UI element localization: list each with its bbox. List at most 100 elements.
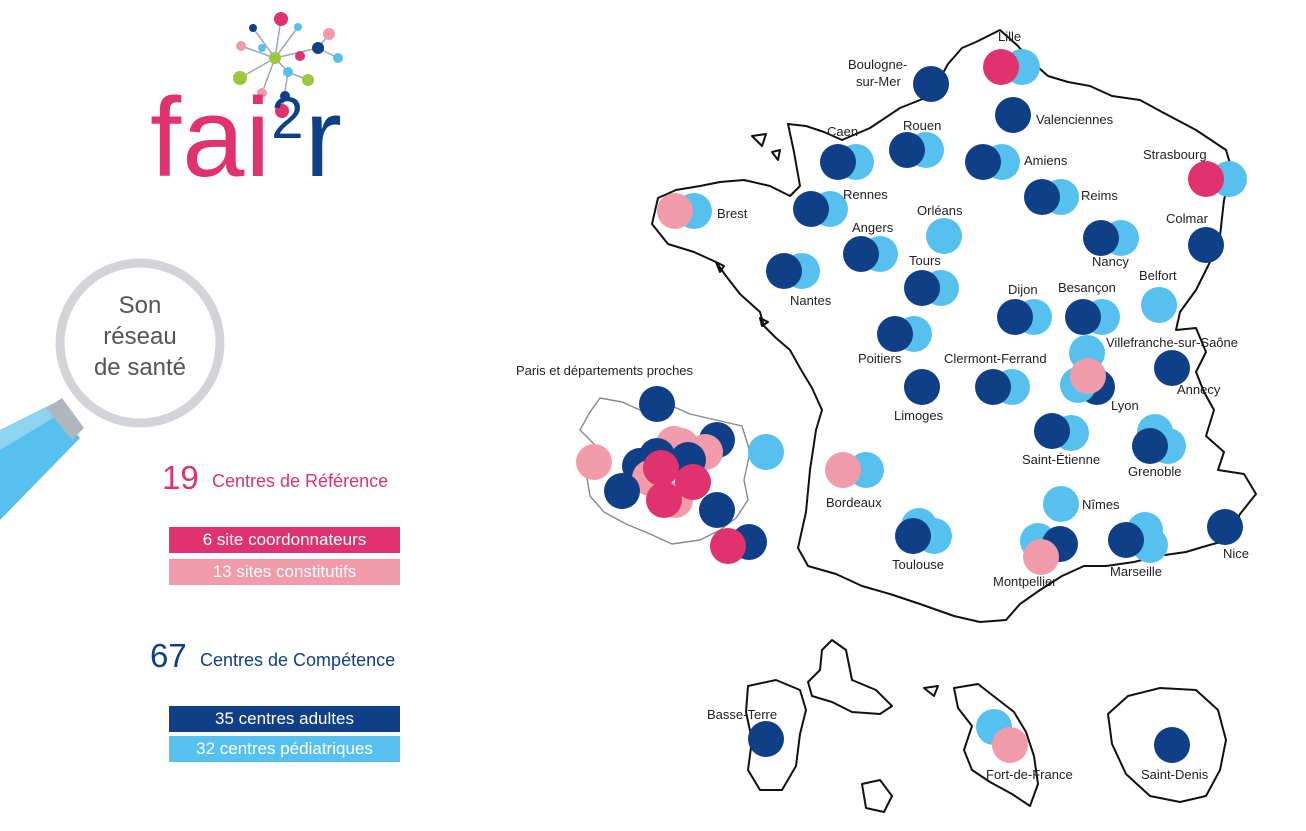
marker-adult [843,236,879,272]
label-villefranche: Villefranche-sur-Saône [1106,335,1238,350]
logo-two: 2 [271,86,305,151]
label-dijon: Dijon [1008,282,1038,297]
marker-adult [1065,299,1101,335]
label-nantes: Nantes [790,293,832,308]
label-fortdefrance: Fort-de-France [986,767,1073,782]
reunion-outline [1107,687,1227,803]
logo-r: r [304,75,343,200]
label-grenoble: Grenoble [1128,464,1181,479]
label-toulouse: Toulouse [892,557,944,572]
logo-wordmark: fai2r [150,82,343,194]
marker-pediatric [926,218,962,254]
marker-coordinator [710,528,746,564]
marker-adult [889,132,925,168]
marker-adult [699,492,735,528]
marker-adult [1034,413,1070,449]
legend-adult-centres: 35 centres adultes [169,706,400,732]
label-poitiers: Poitiers [858,351,902,366]
marker-adult [904,270,940,306]
label-boulogne-1: Boulogne- [848,57,907,72]
center-markers [576,49,1247,763]
label-reims: Reims [1081,188,1118,203]
label-limoges: Limoges [894,408,944,423]
marker-adult [748,721,784,757]
marker-constitutive [992,727,1028,763]
label-valenciennes: Valenciennes [1036,112,1114,127]
marker-adult [965,144,1001,180]
logo-fai: fai [150,75,272,200]
legend-coordinator-sites: 6 site coordonnateurs [169,527,400,553]
label-lille: Lille [998,29,1021,44]
label-belfort: Belfort [1139,268,1177,283]
logo-molecule [233,12,343,118]
marker-constitutive [1023,539,1059,575]
marker-adult [1188,227,1224,263]
label-saintdenis: Saint-Denis [1141,767,1209,782]
marker-adult [820,144,856,180]
label-strasbourg: Strasbourg [1143,147,1207,162]
label-lyon: Lyon [1111,398,1139,413]
marker-adult [1154,350,1190,386]
reference-count: 19 [162,459,199,496]
competence-count: 67 [150,637,187,674]
label-angers: Angers [852,220,894,235]
marker-adult [997,299,1033,335]
marker-coordinator [1188,161,1224,197]
marker-adult [604,473,640,509]
label-orleans: Orléans [917,203,963,218]
marker-adult [975,369,1011,405]
marker-adult [913,66,949,102]
label-boulogne-2: sur-Mer [856,74,901,89]
marker-constitutive [825,452,861,488]
marker-adult [766,253,802,289]
label-bordeaux: Bordeaux [826,495,882,510]
magnifier-text: Son réseau de santé [70,290,210,383]
marker-coordinator [983,49,1019,85]
marker-constitutive [657,193,693,229]
marker-coordinator [675,464,711,500]
martinique-outline [953,683,1039,807]
label-montpellier: Montpellier [993,574,1057,589]
legend-constitutive-sites: 13 sites constitutifs [169,559,400,585]
paris-title: Paris et départements proches [516,363,694,378]
marker-coordinator [646,482,682,518]
marker-adult [1207,509,1243,545]
marker-adult [1132,428,1168,464]
label-rennes: Rennes [843,187,888,202]
label-caen: Caen [827,124,858,139]
competence-label: Centres de Compétence [200,650,396,670]
marker-adult [1108,522,1144,558]
marker-adult [895,518,931,554]
label-basseterre: Basse-Terre [707,707,777,722]
marker-adult [1083,220,1119,256]
label-marseille: Marseille [1110,564,1162,579]
magnifier-line3: de santé [93,354,187,381]
magnifier-line1: Son [118,292,162,319]
marker-constitutive [1070,358,1106,394]
marker-adult [793,191,829,227]
marker-constitutive [576,444,612,480]
label-clermont: Clermont-Ferrand [944,351,1047,366]
label-amiens: Amiens [1024,153,1068,168]
marker-adult [904,369,940,405]
legend-pediatric-centres: 32 centres pédiatriques [169,736,400,762]
marker-adult [995,97,1031,133]
marker-pediatric [1141,287,1177,323]
label-nimes: Nîmes [1082,497,1120,512]
marker-adult [1024,179,1060,215]
marker-coordinator [643,450,679,486]
label-annecy: Annecy [1177,382,1221,397]
magnifier-icon [0,258,225,520]
label-rouen: Rouen [903,118,941,133]
france-outline [651,29,1257,623]
label-tours: Tours [909,253,941,268]
label-brest: Brest [717,206,748,221]
marker-adult [639,386,675,422]
marker-adult [877,316,913,352]
label-nancy: Nancy [1092,254,1129,269]
label-nice: Nice [1223,546,1249,561]
marker-pediatric [1043,486,1079,522]
reference-label: Centres de Référence [212,471,389,491]
marker-adult [1154,727,1190,763]
